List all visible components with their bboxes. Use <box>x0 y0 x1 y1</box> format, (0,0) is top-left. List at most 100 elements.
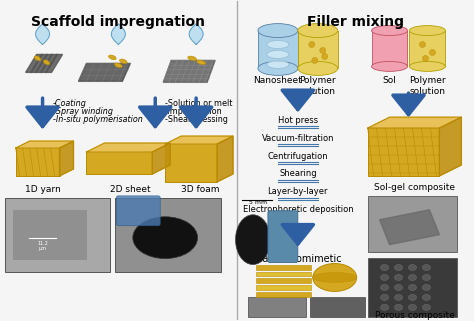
Bar <box>410 30 446 66</box>
Ellipse shape <box>320 48 326 54</box>
Ellipse shape <box>312 57 318 64</box>
Polygon shape <box>36 55 53 72</box>
Ellipse shape <box>115 63 122 68</box>
Ellipse shape <box>409 304 417 310</box>
Bar <box>258 30 298 68</box>
Polygon shape <box>163 60 215 82</box>
Polygon shape <box>36 24 50 44</box>
Polygon shape <box>26 55 43 72</box>
Ellipse shape <box>394 294 402 300</box>
Ellipse shape <box>381 294 389 300</box>
Text: Centrifugation: Centrifugation <box>267 152 328 160</box>
Ellipse shape <box>298 61 337 75</box>
Text: Layer-by-layer: Layer-by-layer <box>267 187 328 196</box>
Text: Shearing: Shearing <box>279 169 317 178</box>
Text: Nacre-biomimetic: Nacre-biomimetic <box>255 254 341 264</box>
Bar <box>13 210 87 260</box>
Polygon shape <box>60 141 73 176</box>
Ellipse shape <box>394 304 402 310</box>
Text: 2D sheet: 2D sheet <box>110 185 151 194</box>
Polygon shape <box>31 55 47 72</box>
Ellipse shape <box>381 265 389 271</box>
Ellipse shape <box>188 56 197 61</box>
Bar <box>298 30 337 68</box>
Ellipse shape <box>236 215 270 265</box>
Polygon shape <box>46 55 63 72</box>
Ellipse shape <box>394 284 402 291</box>
Polygon shape <box>41 55 57 72</box>
Polygon shape <box>152 143 170 174</box>
Ellipse shape <box>133 217 198 259</box>
Bar <box>248 297 306 317</box>
Text: 5 mm: 5 mm <box>249 200 267 205</box>
Bar <box>256 279 311 283</box>
Ellipse shape <box>409 265 417 271</box>
Bar <box>368 196 457 252</box>
Ellipse shape <box>410 26 446 36</box>
Ellipse shape <box>422 265 430 271</box>
Text: 11.2
μm: 11.2 μm <box>37 241 48 251</box>
Ellipse shape <box>381 284 389 291</box>
Ellipse shape <box>381 304 389 310</box>
Text: Hot press: Hot press <box>278 116 318 125</box>
Ellipse shape <box>313 264 356 291</box>
Ellipse shape <box>381 274 389 281</box>
Ellipse shape <box>422 284 430 291</box>
Bar <box>16 148 60 176</box>
Ellipse shape <box>422 304 430 310</box>
Bar <box>310 297 365 317</box>
Bar <box>368 257 457 317</box>
Ellipse shape <box>410 61 446 71</box>
Text: impregnation: impregnation <box>165 107 222 116</box>
Text: Nanosheet: Nanosheet <box>254 76 302 85</box>
Ellipse shape <box>422 56 428 61</box>
Ellipse shape <box>35 56 41 61</box>
Ellipse shape <box>44 60 50 65</box>
Polygon shape <box>111 24 125 44</box>
Text: -In-situ polymerisation: -In-situ polymerisation <box>53 115 142 124</box>
Ellipse shape <box>258 61 298 75</box>
Polygon shape <box>86 143 170 152</box>
Bar <box>368 128 439 176</box>
Bar <box>115 198 221 272</box>
Polygon shape <box>16 141 73 148</box>
Ellipse shape <box>409 294 417 300</box>
FancyBboxPatch shape <box>116 196 160 226</box>
Ellipse shape <box>409 284 417 291</box>
Text: -Shear pressing: -Shear pressing <box>165 115 228 124</box>
Text: Sol-gel composite: Sol-gel composite <box>374 183 455 192</box>
Ellipse shape <box>197 60 205 65</box>
Polygon shape <box>217 136 233 182</box>
Text: Porous composite: Porous composite <box>374 311 455 320</box>
Text: 1D yarn: 1D yarn <box>25 185 61 194</box>
Text: Electrophoretic deposition: Electrophoretic deposition <box>243 205 353 214</box>
Ellipse shape <box>372 61 408 71</box>
Ellipse shape <box>394 274 402 281</box>
Text: Vacuum-filtration: Vacuum-filtration <box>262 134 334 143</box>
Bar <box>86 152 152 174</box>
Ellipse shape <box>372 26 408 36</box>
Ellipse shape <box>109 55 116 60</box>
Bar <box>5 198 110 272</box>
Ellipse shape <box>394 265 402 271</box>
FancyBboxPatch shape <box>268 211 298 263</box>
Text: -Solution or melt: -Solution or melt <box>165 99 233 108</box>
Ellipse shape <box>409 274 417 281</box>
Polygon shape <box>189 24 203 44</box>
Bar <box>256 292 311 297</box>
Ellipse shape <box>322 54 328 59</box>
Polygon shape <box>380 210 439 245</box>
Text: -Spray winding: -Spray winding <box>53 107 112 116</box>
Polygon shape <box>165 136 233 144</box>
Ellipse shape <box>258 24 298 38</box>
Ellipse shape <box>422 294 430 300</box>
Text: Filler mixing: Filler mixing <box>307 15 404 29</box>
Ellipse shape <box>267 40 289 48</box>
Ellipse shape <box>267 60 289 68</box>
Ellipse shape <box>313 273 356 282</box>
Ellipse shape <box>309 41 315 48</box>
Bar <box>372 30 408 66</box>
Ellipse shape <box>422 274 430 281</box>
Polygon shape <box>439 117 461 176</box>
Bar <box>228 198 233 272</box>
